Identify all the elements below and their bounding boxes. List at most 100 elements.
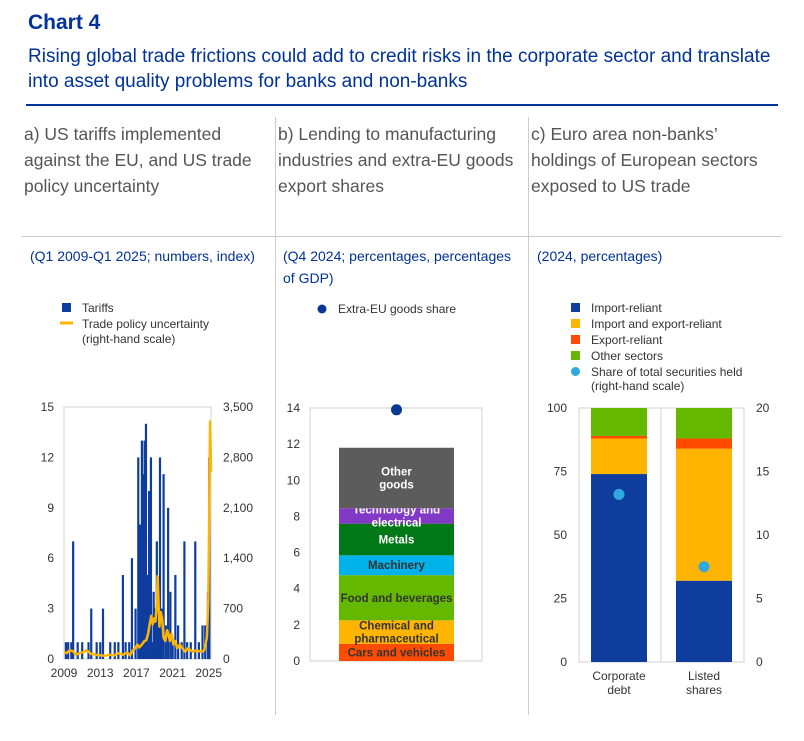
tariff-bar [143,440,146,659]
tariff-bar [158,457,162,659]
y-tick-label-left: 6 [47,551,54,565]
tariff-bar [117,642,120,659]
tariff-bar [95,642,98,659]
tariff-bar [164,625,167,659]
tariff-bar [171,642,174,659]
y-tick-label-left: 0 [560,655,567,669]
panel-b-subtitle: (Q4 2024; percentages, percentages of GD… [283,248,512,286]
segment-label: Food and beverages [341,593,453,605]
tariff-bar [140,440,143,659]
legend-swatch [571,351,580,360]
stack-segment [591,435,647,439]
y-tick-label-right: 700 [223,602,243,616]
tariff-bar [81,642,84,659]
legend-swatch [571,303,580,312]
stack-segment [591,408,647,436]
stack-segment [339,447,454,509]
y-tick-label-right: 15 [756,465,770,479]
stack-segment [676,408,732,439]
uncertainty-line [63,420,213,658]
x-tick-label: 2009 [51,666,78,680]
title-rule [26,104,778,106]
tariff-bar [201,625,204,659]
tariff-bar [99,642,102,659]
x-tick-label: 2021 [159,666,186,680]
tariff-bar [157,608,160,659]
tariff-bar [76,642,79,659]
y-tick-label: 10 [287,473,301,487]
tariff-bar [138,524,142,659]
segment-label: Machinery [368,560,425,572]
segment-label: Metals [379,534,415,546]
tariff-bar [90,608,93,659]
legend-label-share: Share of total securities held [591,365,742,379]
chart-title: Rising global trade frictions could add … [28,46,771,92]
tariff-bar [149,457,153,659]
y-tick-label-left: 12 [41,450,55,464]
tariff-bar [124,642,127,659]
y-tick-label: 12 [287,437,301,451]
y-tick-label-right: 20 [756,401,770,415]
tariff-bar [121,575,124,659]
y-tick-label-right: 2,800 [223,450,253,464]
y-tick-label: 2 [293,618,300,632]
legend-marker-extra-eu [317,304,327,314]
legend-swatch-tariffs [62,303,71,312]
tariff-bar [194,541,197,659]
y-tick-label-left: 0 [47,652,54,666]
tariff-bar [101,608,105,659]
tariff-bar [180,642,183,659]
stack-segment [591,474,647,662]
tariff-bar [160,608,163,659]
stack-segment [339,620,454,644]
panel-a-subtitle: (Q1 2009-Q1 2025; numbers, index) [30,248,255,264]
panel-c-subtitle: (2024, percentages) [537,248,663,264]
tariff-bar [162,474,165,659]
y-tick-label: 6 [293,546,300,560]
tariff-bar [128,642,131,659]
legend-swatch [571,335,580,344]
stack-segment [339,508,454,524]
segment-label: Cars and vehicles [348,647,446,659]
tariff-bar [148,491,151,659]
stack-segment [676,448,732,581]
legend-label-rhs: (right-hand scale) [591,379,684,393]
panel-c-title: c) Euro area non-banks’ holdings of Euro… [531,124,758,196]
stack-segment [339,523,454,556]
legend-label-tariffs: Tariffs [82,301,114,315]
legend-label-extra-eu: Extra-EU goods share [338,302,456,316]
y-tick-label-left: 75 [554,465,568,479]
tariff-bar [113,642,116,659]
legend-label: Import and export-reliant [591,317,722,331]
tariff-bar [72,541,75,659]
segment-label: electrical [372,517,422,529]
stack-segment [339,555,454,576]
stack-segment [339,643,454,661]
tariff-bar [174,575,177,659]
panel-b-title: b) Lending to manufacturing industries a… [278,124,514,196]
header-divider [22,236,782,237]
share-marker [613,488,625,500]
category-label: Listed [688,669,720,683]
y-tick-label: 0 [293,654,300,668]
tariff-bar [130,558,134,659]
tariff-bar [176,625,180,659]
x-tick-label: 2025 [195,666,222,680]
tariff-bar [167,507,170,659]
stack-segment [339,575,454,621]
tariff-bar [137,457,140,659]
x-tick-label: 2017 [123,666,150,680]
legend-label: Other sectors [591,349,663,363]
legend-swatch [571,319,580,328]
y-tick-label: 14 [287,401,301,415]
tariff-bar [154,608,157,659]
share-marker [698,561,710,573]
category-label: shares [686,683,722,697]
stack-segment [591,438,647,475]
category-label: Corporate [592,669,646,683]
y-tick-label-right: 5 [756,592,763,606]
tariff-bar [144,423,148,659]
y-tick-label-left: 25 [554,592,568,606]
y-tick-label-left: 50 [554,528,568,542]
legend-label: Import-reliant [591,301,662,315]
